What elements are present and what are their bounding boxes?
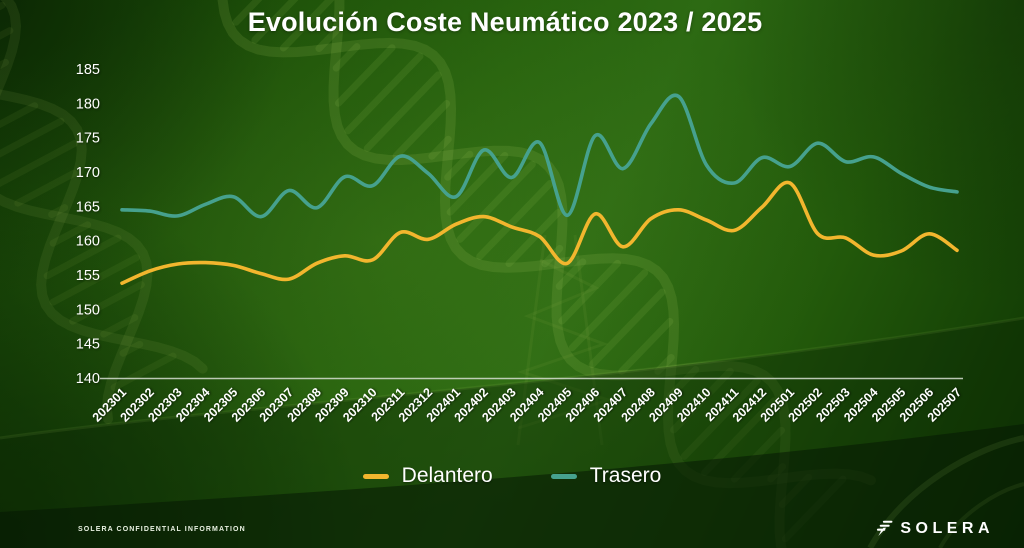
delantero-line-swatch-icon: [362, 473, 389, 479]
legend-item-trasero: Trasero: [550, 464, 662, 488]
y-axis-tick-label: 175: [76, 131, 100, 147]
y-axis-tick-label: 140: [76, 371, 100, 387]
legend-item-delantero: Delantero: [362, 464, 493, 488]
y-axis-tick-label: 170: [76, 165, 100, 181]
solera-logo-text: SOLERA: [900, 519, 994, 537]
series-line-delantero: [120, 180, 959, 285]
hill-swoosh: [0, 316, 1024, 548]
series-line-trasero: [120, 93, 959, 219]
y-axis-tick-label: 185: [76, 62, 100, 78]
chart-legend: Delantero Trasero: [0, 464, 1024, 488]
y-axis-tick-label: 155: [76, 268, 100, 284]
y-axis-tick-label: 160: [76, 234, 100, 250]
y-axis-tick-label: 165: [76, 199, 100, 215]
solera-logo: SOLERA: [874, 519, 994, 538]
legend-label-delantero: Delantero: [401, 464, 493, 487]
y-axis-tick-label: 145: [76, 337, 100, 353]
confidential-notice: SOLERA CONFIDENTIAL INFORMATION: [78, 526, 246, 533]
y-axis-tick-label: 150: [76, 302, 100, 318]
trasero-line-swatch-icon: [550, 473, 577, 479]
solera-bolt-icon: [877, 520, 893, 537]
y-axis-tick-label: 180: [76, 96, 100, 112]
tower-watermark: [516, 234, 613, 446]
legend-label-trasero: Trasero: [589, 464, 662, 487]
page-title: Evolución Coste Neumático 2023 / 2025: [247, 7, 763, 37]
